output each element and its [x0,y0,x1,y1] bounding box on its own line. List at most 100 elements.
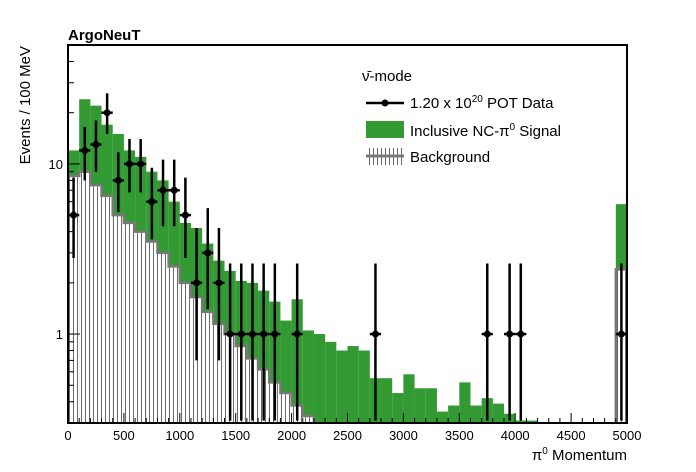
background-bar [90,185,102,423]
background-bar [168,266,180,423]
x-axis: 0 500 1000 1500 2000 2500 3000 3500 4000 4500 5000 [64,413,641,443]
data-marker [371,330,379,338]
signal-bar [492,403,505,423]
data-point [112,152,124,213]
data-marker [81,146,89,154]
data-point [157,159,169,227]
data-point [615,263,627,421]
data-point [190,228,203,361]
signal-bar [448,405,460,423]
background-bar [146,241,158,423]
signal-bar [347,346,359,423]
legend-signal-swatch [366,121,404,138]
signal-bar [313,334,326,423]
data-marker [293,330,301,338]
background-bar [68,175,80,423]
signal-bar [381,378,393,423]
data-marker [114,176,122,184]
data-point [515,263,527,421]
data-marker [237,330,245,338]
x-axis-label: π0 Momentum [532,446,627,464]
x-tick-label: 5000 [613,428,642,443]
signal-bar [414,388,426,423]
data-marker [260,330,268,338]
background-bar [135,231,147,423]
signal-bar [470,405,482,423]
legend-data-marker [381,99,389,107]
data-point [258,263,270,421]
data-marker [248,330,256,338]
signal-bar [403,374,415,423]
x-axis-label-pi: π [532,447,542,464]
background-bar [157,252,169,423]
signal-bar [436,411,449,423]
y-tick-label: 10 [49,157,63,172]
data-points [68,93,627,421]
data-point [224,263,236,421]
data-marker [271,330,279,338]
background-bar [123,222,136,423]
data-marker [170,186,178,194]
background-bar [179,282,191,423]
y-axis-label: Events / 100 MeV [17,46,34,164]
legend-header: ν̄-mode [362,68,412,85]
data-marker [159,186,167,194]
x-tick-label: 0 [64,428,71,443]
signal-bar [526,420,538,423]
y-tick-label: 1 [56,327,63,342]
signal-bar [459,382,471,423]
data-marker [506,330,514,338]
data-marker [125,160,133,168]
data-point [79,126,91,181]
data-point [179,177,191,258]
signal-bar [302,330,314,423]
data-marker [92,141,100,149]
data-point [123,139,136,193]
legend: ν̄-mode 1.20 x 1020 POT Data Inclusive N… [362,68,561,166]
data-point [481,263,493,421]
data-marker [103,109,111,117]
data-marker [148,198,156,206]
data-point [168,159,180,227]
legend-data-label: 1.20 x 1020 POT Data [410,94,554,112]
x-tick-label: 2000 [277,428,306,443]
data-point [213,228,225,361]
data-marker [226,330,234,338]
signal-bar [358,350,370,423]
background-bar [302,415,314,423]
data-marker [204,249,212,257]
signal-bar [425,388,437,423]
signal-bar [515,420,527,423]
data-point [291,263,303,421]
x-axis-label-text: Momentum [548,447,627,464]
data-marker [193,279,201,287]
x-tick-label: 4500 [557,428,586,443]
data-point [269,263,281,421]
x-tick-label: 1500 [221,428,250,443]
legend-background-label: Background [410,149,490,166]
data-point [135,139,147,193]
y-axis: 1 10 [49,44,80,424]
x-tick-label: 4000 [501,428,530,443]
signal-bar [325,341,337,423]
x-tick-label: 3000 [389,428,418,443]
background-bar [79,171,91,423]
data-marker [137,160,145,168]
data-point [504,263,516,421]
data-point [369,263,382,421]
data-point [90,120,102,172]
data-marker [483,330,491,338]
data-point [235,263,247,421]
data-marker [617,330,625,338]
x-tick-label: 500 [113,428,135,443]
x-tick-label: 3500 [445,428,474,443]
background-bar [202,311,214,423]
data-point [101,93,113,134]
legend-signal-label: Inclusive NC-π0 Signal [410,122,561,140]
data-point [202,208,214,310]
x-axis-label-sup: 0 [542,446,548,457]
background-bar [101,195,113,423]
background-bar [213,323,225,423]
background-bar [280,393,292,423]
